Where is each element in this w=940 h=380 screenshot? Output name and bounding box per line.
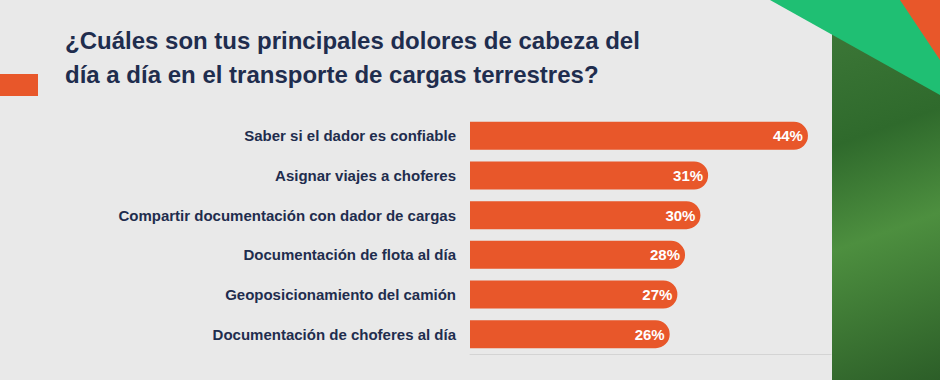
svg-text:Geoposicionamiento del camión: Geoposicionamiento del camión: [225, 286, 456, 303]
svg-text:31%: 31%: [673, 167, 703, 184]
svg-text:Saber si el dador es confiable: Saber si el dador es confiable: [244, 127, 456, 144]
svg-text:26%: 26%: [635, 326, 665, 343]
svg-text:Asignar viajes a choferes: Asignar viajes a choferes: [275, 167, 456, 184]
svg-text:28%: 28%: [650, 246, 680, 263]
svg-text:día a día en el transporte de: día a día en el transporte de cargas ter…: [65, 61, 599, 88]
svg-text:¿Cuáles son tus principales do: ¿Cuáles son tus principales dolores de c…: [65, 27, 647, 54]
svg-text:27%: 27%: [642, 286, 672, 303]
svg-text:30%: 30%: [665, 207, 695, 224]
svg-text:Compartir documentación con da: Compartir documentación con dador de car…: [118, 207, 456, 224]
svg-text:Documentación de choferes al d: Documentación de choferes al día: [213, 326, 457, 343]
svg-text:Documentación de flota al día: Documentación de flota al día: [243, 246, 456, 263]
svg-text:44%: 44%: [773, 127, 803, 144]
